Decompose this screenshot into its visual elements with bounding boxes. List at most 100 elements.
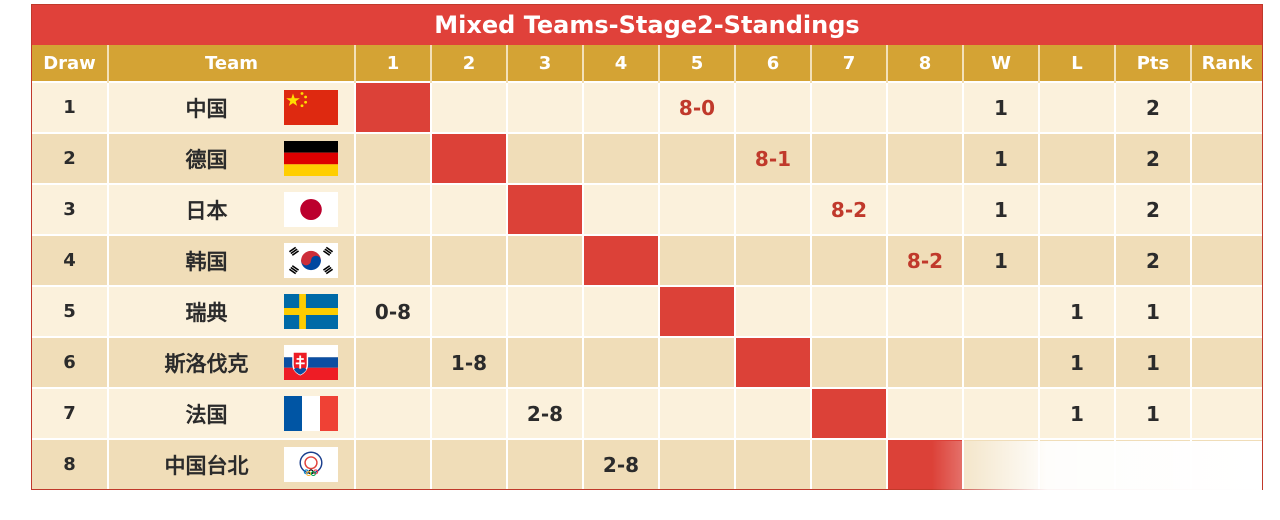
result-cell: 8-2	[810, 183, 887, 235]
team-cell: 德国	[107, 132, 355, 184]
rank-cell	[1190, 234, 1262, 286]
result-cell	[658, 336, 735, 388]
result-cell	[810, 285, 887, 337]
pts-cell: 2	[1114, 183, 1191, 235]
result-cell	[810, 81, 887, 133]
team-cell: 日本	[107, 183, 355, 235]
result-cell	[734, 234, 811, 286]
result-cell	[886, 387, 963, 439]
result-cell	[506, 285, 583, 337]
rank-cell	[1190, 285, 1262, 337]
diagonal-cell	[810, 387, 887, 439]
result-cell	[658, 387, 735, 439]
l-cell	[1038, 234, 1115, 286]
slovakia-flag-icon	[284, 345, 338, 380]
sweden-flag-icon	[284, 294, 338, 329]
w-cell	[962, 285, 1039, 337]
result-cell	[810, 132, 887, 184]
result-cell	[582, 336, 659, 388]
team-cell: 中国台北	[107, 438, 355, 489]
result-cell: 8-2	[886, 234, 963, 286]
result-cell	[506, 132, 583, 184]
result-cell	[886, 285, 963, 337]
header-draw: Draw	[32, 45, 108, 82]
result-cell	[734, 438, 811, 489]
result-cell	[582, 132, 659, 184]
pts-cell: 2	[1114, 234, 1191, 286]
result-cell	[658, 132, 735, 184]
w-cell: 1	[962, 183, 1039, 235]
pts-cell: 1	[1114, 336, 1191, 388]
header-col-8: 8	[886, 45, 963, 82]
standings-table-container: Mixed Teams-Stage2-Standings Draw Team 1…	[31, 4, 1263, 490]
result-cell	[734, 285, 811, 337]
result-cell	[810, 438, 887, 489]
result-cell	[430, 387, 507, 439]
result-cell	[886, 132, 963, 184]
result-cell	[658, 183, 735, 235]
l-cell	[1038, 438, 1115, 489]
header-w: W	[962, 45, 1039, 82]
result-cell	[354, 438, 431, 489]
diagonal-cell	[734, 336, 811, 388]
japan-flag-icon	[284, 192, 338, 227]
header-col-6: 6	[734, 45, 811, 82]
team-name: 法国	[185, 402, 228, 427]
table-row: 5 瑞典 0-8 1 1	[32, 285, 1262, 337]
l-cell	[1038, 132, 1115, 184]
draw-cell: 4	[32, 234, 108, 286]
result-cell	[430, 438, 507, 489]
diagonal-cell	[582, 234, 659, 286]
pts-cell	[1114, 438, 1191, 489]
result-cell	[354, 336, 431, 388]
rank-cell	[1190, 183, 1262, 235]
header-row: Draw Team 1 2 3 4 5 6 7 8 W L Pts Rank	[32, 45, 1262, 82]
team-cell: 法国	[107, 387, 355, 439]
l-cell: 1	[1038, 387, 1115, 439]
team-name: 中国	[185, 96, 228, 121]
diagonal-cell	[506, 183, 583, 235]
rank-cell	[1190, 438, 1262, 489]
w-cell	[962, 438, 1039, 489]
result-cell	[506, 336, 583, 388]
draw-cell: 1	[32, 81, 108, 133]
w-cell: 1	[962, 81, 1039, 133]
diagonal-cell	[658, 285, 735, 337]
pts-cell: 2	[1114, 81, 1191, 133]
table-row: 8 中国台北 2-8	[32, 438, 1262, 489]
result-cell	[734, 81, 811, 133]
draw-cell: 7	[32, 387, 108, 439]
pts-cell: 1	[1114, 285, 1191, 337]
header-col-5: 5	[658, 45, 735, 82]
pts-cell: 1	[1114, 387, 1191, 439]
china-flag-icon	[284, 90, 338, 125]
result-cell	[886, 81, 963, 133]
result-cell	[582, 81, 659, 133]
rank-cell	[1190, 336, 1262, 388]
table-row: 4 韩国 8-2 1 2	[32, 234, 1262, 286]
header-col-1: 1	[354, 45, 431, 82]
header-pts: Pts	[1114, 45, 1191, 82]
result-cell: 1-8	[430, 336, 507, 388]
result-cell	[734, 183, 811, 235]
team-cell: 瑞典	[107, 285, 355, 337]
result-cell	[734, 387, 811, 439]
result-cell	[354, 183, 431, 235]
l-cell	[1038, 81, 1115, 133]
draw-cell: 3	[32, 183, 108, 235]
w-cell	[962, 387, 1039, 439]
l-cell: 1	[1038, 336, 1115, 388]
team-name: 日本	[185, 198, 228, 223]
diagonal-cell	[354, 81, 431, 133]
result-cell: 2-8	[506, 387, 583, 439]
table-row: 7 法国 2-8 1 1	[32, 387, 1262, 439]
draw-cell: 8	[32, 438, 108, 489]
result-cell	[886, 183, 963, 235]
team-name: 斯洛伐克	[164, 351, 249, 376]
standings-table: Draw Team 1 2 3 4 5 6 7 8 W L Pts Rank 1…	[32, 45, 1262, 489]
result-cell	[430, 81, 507, 133]
draw-cell: 6	[32, 336, 108, 388]
pts-cell: 2	[1114, 132, 1191, 184]
w-cell: 1	[962, 132, 1039, 184]
header-l: L	[1038, 45, 1115, 82]
